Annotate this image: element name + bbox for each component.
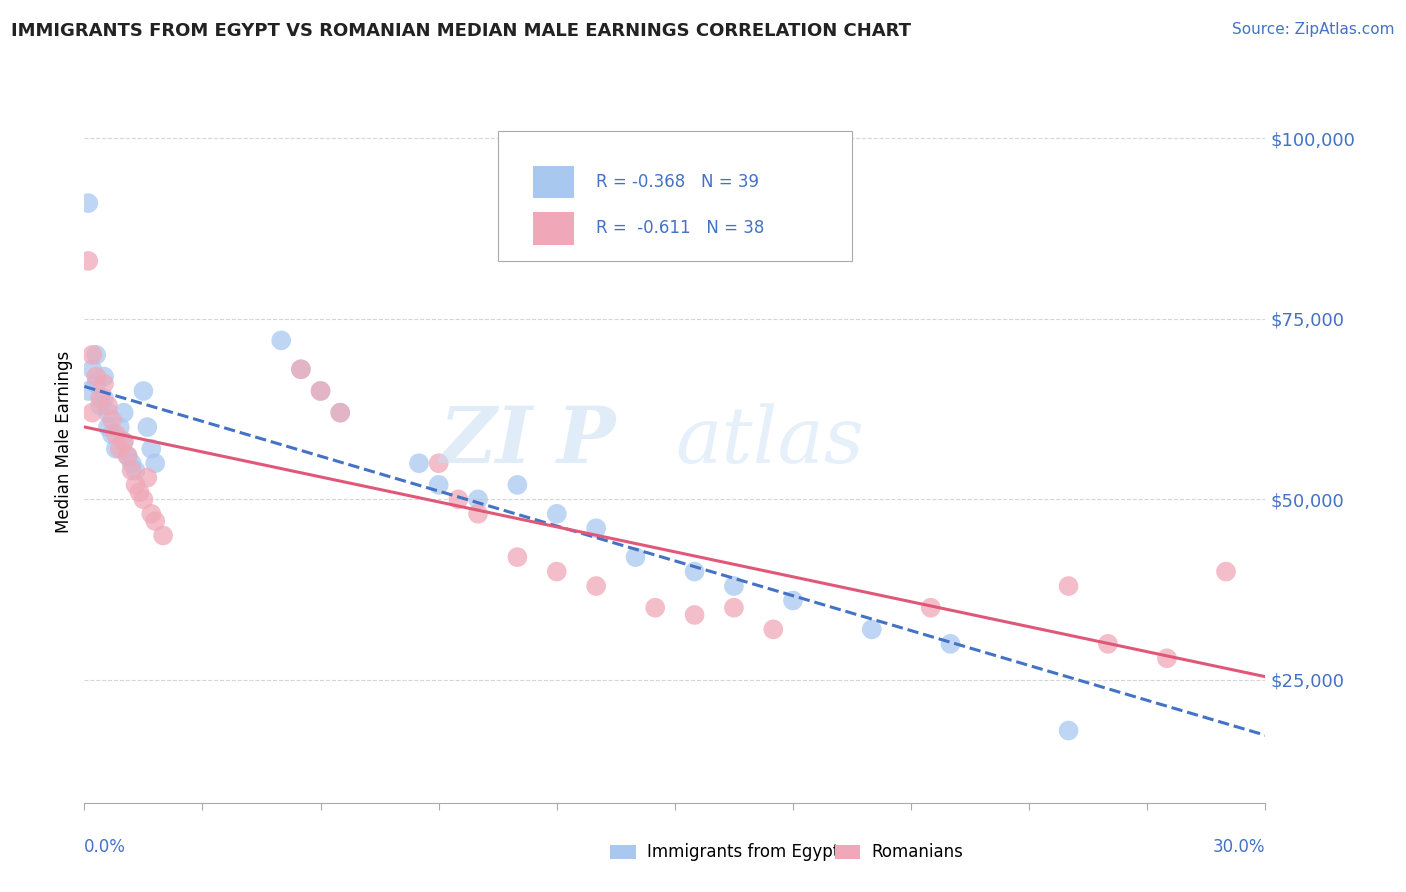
Point bbox=[141, 507, 163, 521]
Text: ZI: ZI bbox=[440, 403, 533, 480]
Point bbox=[152, 528, 174, 542]
Point bbox=[104, 427, 127, 442]
Point bbox=[683, 565, 706, 579]
Point bbox=[136, 420, 159, 434]
Point bbox=[112, 434, 135, 449]
Point bbox=[84, 376, 107, 391]
Point bbox=[89, 398, 111, 412]
Point bbox=[408, 456, 430, 470]
Point bbox=[860, 623, 883, 637]
Point bbox=[1156, 651, 1178, 665]
Point bbox=[124, 478, 146, 492]
Point bbox=[84, 348, 107, 362]
Point bbox=[546, 507, 568, 521]
Point bbox=[132, 384, 155, 398]
Point bbox=[97, 406, 120, 420]
Point bbox=[117, 449, 139, 463]
Point bbox=[585, 579, 607, 593]
Point bbox=[762, 623, 785, 637]
Text: 0.0%: 0.0% bbox=[84, 838, 127, 855]
Point bbox=[117, 449, 139, 463]
Point bbox=[77, 384, 100, 398]
Point bbox=[77, 196, 100, 211]
Point bbox=[136, 470, 159, 484]
Point bbox=[97, 398, 120, 412]
Point bbox=[782, 593, 804, 607]
Point bbox=[84, 369, 107, 384]
Point bbox=[97, 420, 120, 434]
Point bbox=[506, 478, 529, 492]
Text: Immigrants from Egypt: Immigrants from Egypt bbox=[647, 843, 839, 861]
Point bbox=[309, 384, 332, 398]
Point bbox=[683, 607, 706, 622]
Point bbox=[108, 420, 131, 434]
Text: atlas: atlas bbox=[675, 403, 863, 480]
Point bbox=[506, 550, 529, 565]
Point bbox=[108, 442, 131, 456]
Point bbox=[93, 391, 115, 405]
Point bbox=[132, 492, 155, 507]
Point bbox=[101, 427, 124, 442]
Text: 30.0%: 30.0% bbox=[1213, 838, 1265, 855]
FancyBboxPatch shape bbox=[498, 131, 852, 260]
Bar bbox=[533, 212, 575, 244]
Point bbox=[290, 362, 312, 376]
Point bbox=[624, 550, 647, 565]
Point bbox=[329, 406, 352, 420]
Point bbox=[77, 253, 100, 268]
Text: P: P bbox=[557, 403, 616, 480]
Point bbox=[467, 492, 489, 507]
Point bbox=[101, 413, 124, 427]
Point bbox=[82, 362, 104, 376]
Point bbox=[1097, 637, 1119, 651]
Point bbox=[1057, 579, 1080, 593]
Point bbox=[112, 406, 135, 420]
Point bbox=[104, 442, 127, 456]
Bar bbox=[533, 166, 575, 198]
Text: IMMIGRANTS FROM EGYPT VS ROMANIAN MEDIAN MALE EARNINGS CORRELATION CHART: IMMIGRANTS FROM EGYPT VS ROMANIAN MEDIAN… bbox=[11, 22, 911, 40]
Text: Romanians: Romanians bbox=[872, 843, 963, 861]
Point bbox=[141, 442, 163, 456]
Point bbox=[143, 514, 166, 528]
Point bbox=[309, 384, 332, 398]
Text: R = -0.368   N = 39: R = -0.368 N = 39 bbox=[596, 173, 759, 191]
Point bbox=[121, 463, 143, 477]
Point bbox=[427, 456, 450, 470]
Point bbox=[585, 521, 607, 535]
Point bbox=[427, 478, 450, 492]
Point bbox=[723, 600, 745, 615]
Point bbox=[89, 391, 111, 405]
Point bbox=[270, 334, 292, 348]
Point bbox=[124, 463, 146, 477]
Point bbox=[143, 456, 166, 470]
Point bbox=[82, 348, 104, 362]
Point bbox=[1215, 565, 1237, 579]
Text: R =  -0.611   N = 38: R = -0.611 N = 38 bbox=[596, 219, 763, 237]
Point bbox=[644, 600, 666, 615]
Point bbox=[93, 376, 115, 391]
Point bbox=[82, 406, 104, 420]
Y-axis label: Median Male Earnings: Median Male Earnings bbox=[55, 351, 73, 533]
Point bbox=[1057, 723, 1080, 738]
Point bbox=[121, 456, 143, 470]
Point bbox=[329, 406, 352, 420]
Point bbox=[546, 565, 568, 579]
Point bbox=[290, 362, 312, 376]
Point bbox=[723, 579, 745, 593]
Point bbox=[128, 485, 150, 500]
Point bbox=[447, 492, 470, 507]
Text: Source: ZipAtlas.com: Source: ZipAtlas.com bbox=[1232, 22, 1395, 37]
Point bbox=[920, 600, 942, 615]
Point bbox=[112, 434, 135, 449]
Point bbox=[939, 637, 962, 651]
Point bbox=[467, 507, 489, 521]
Point bbox=[93, 369, 115, 384]
